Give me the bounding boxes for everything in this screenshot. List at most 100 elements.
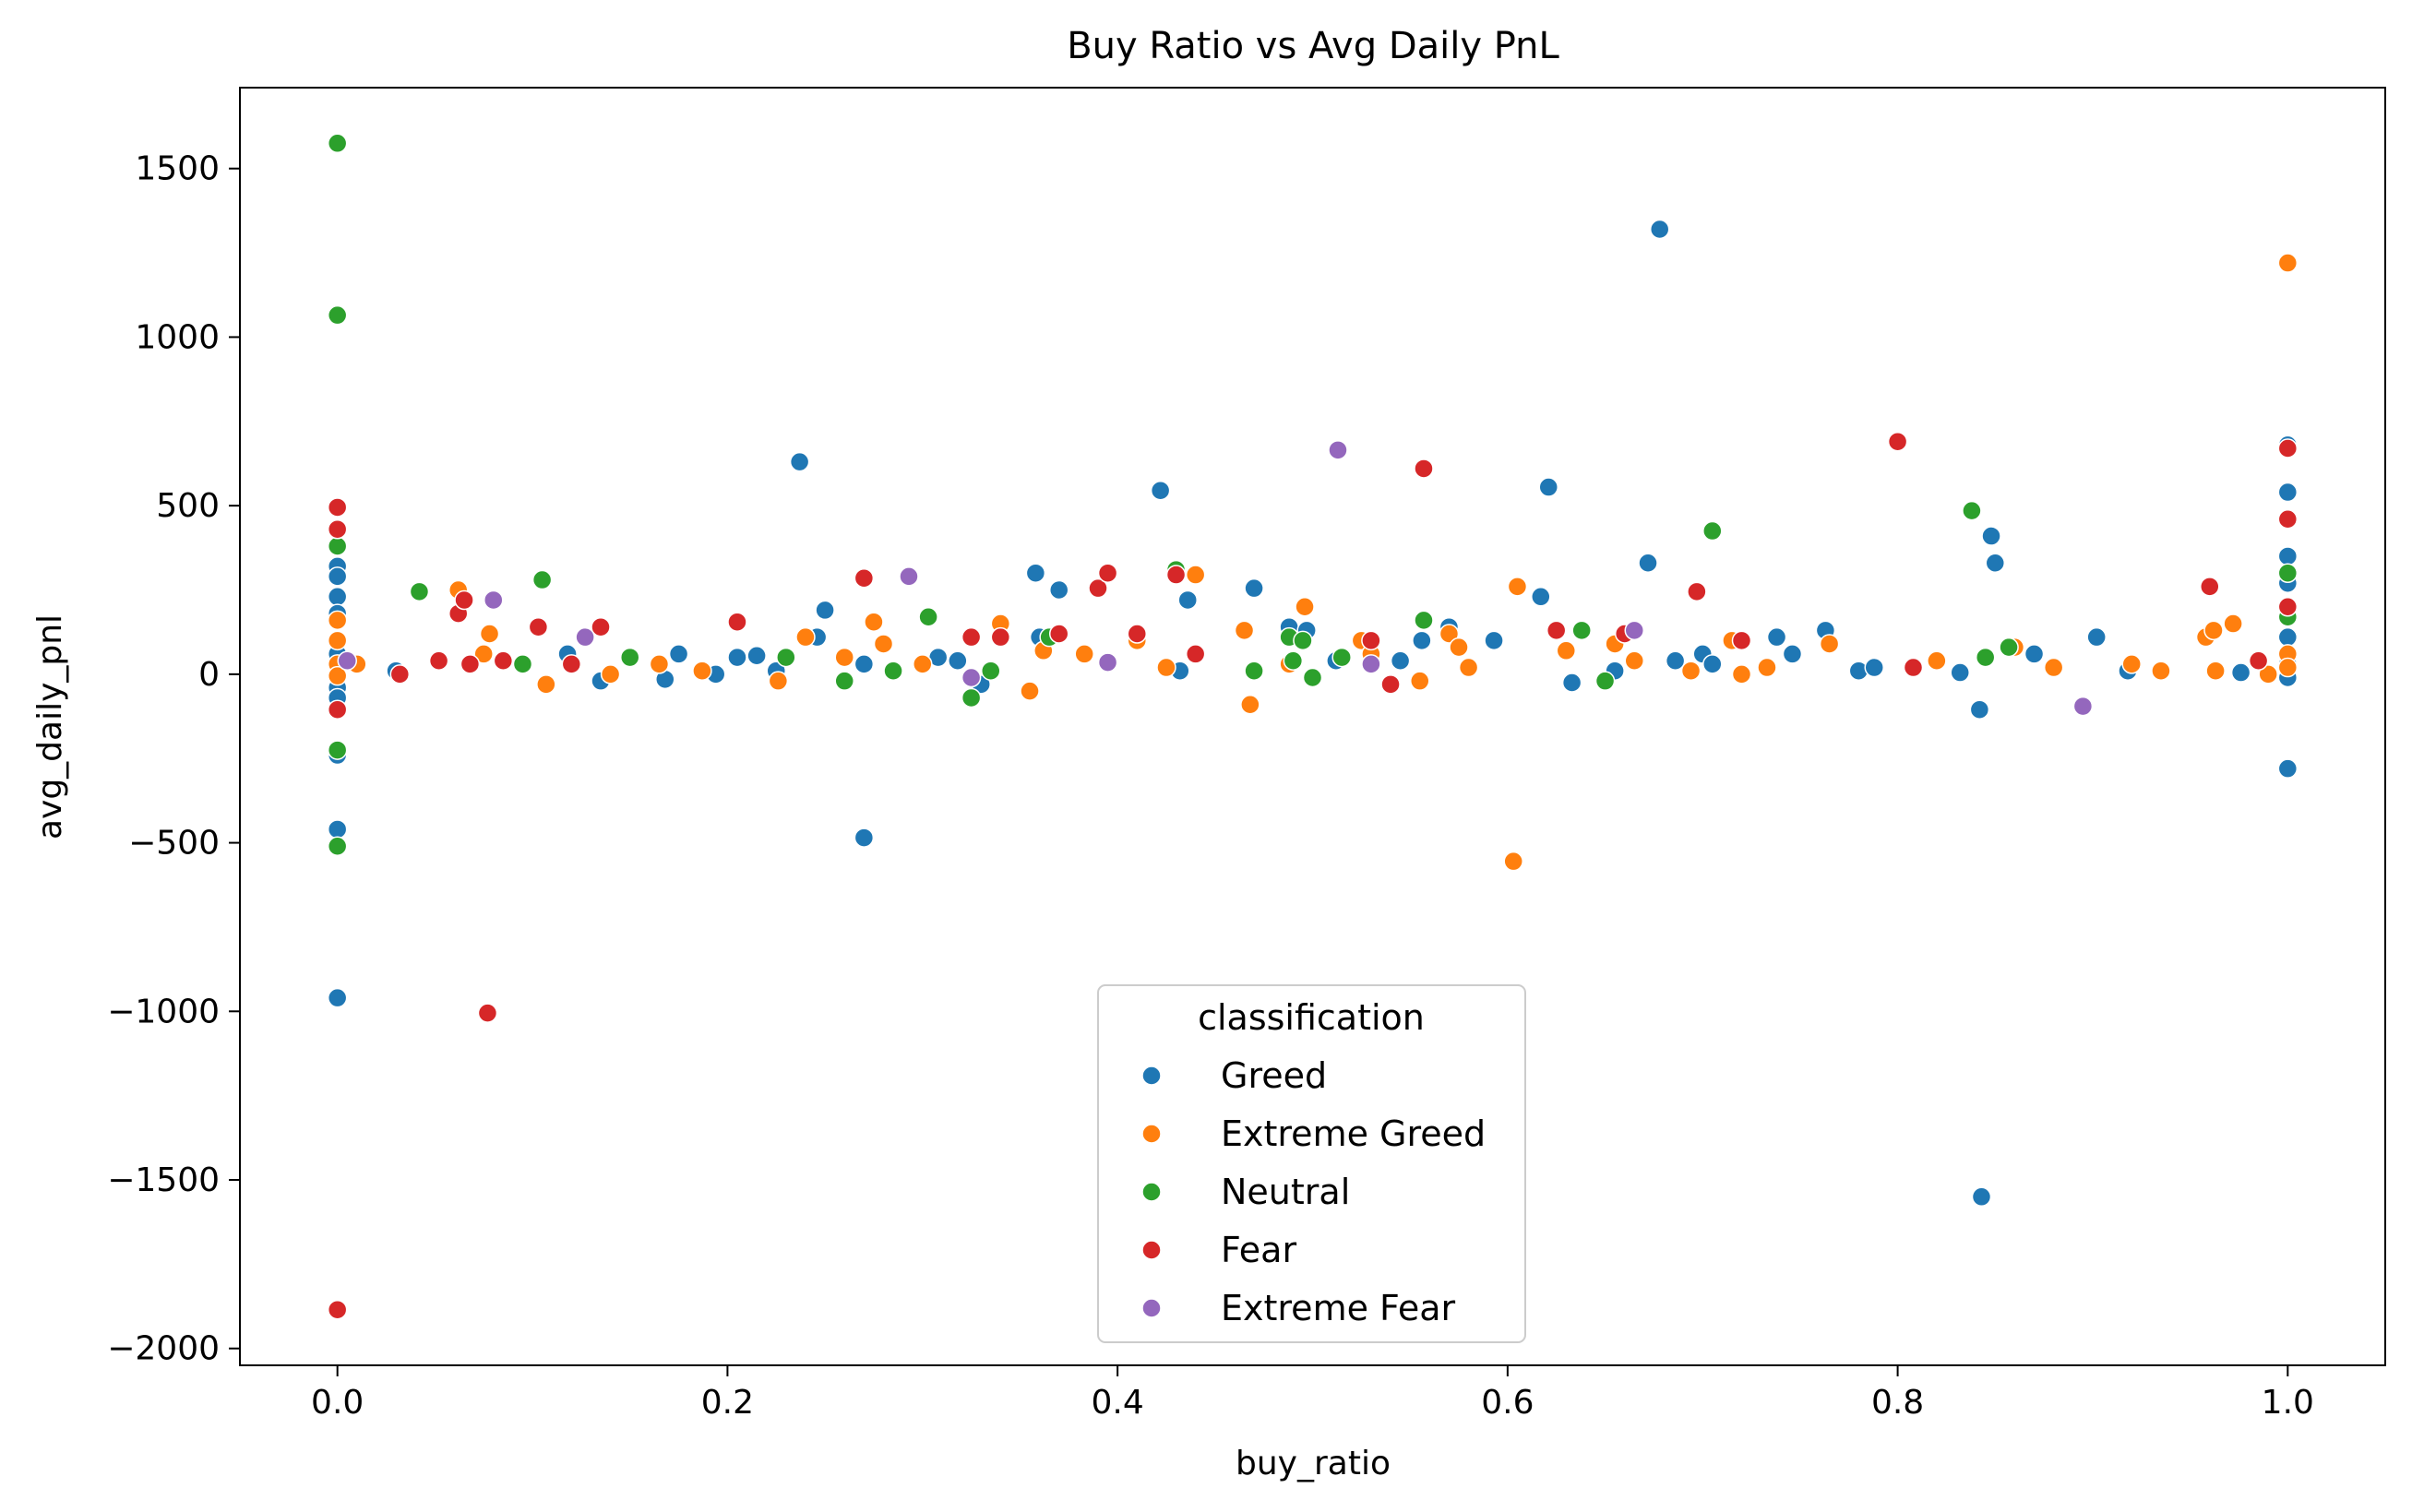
data-point (1295, 597, 1315, 617)
data-point (528, 616, 549, 637)
legend-marker (1141, 1298, 1162, 1318)
x-tick-label: 0.6 (1481, 1384, 1534, 1422)
data-point (1507, 577, 1528, 597)
data-point (1927, 650, 1947, 671)
legend-label: Greed (1221, 1055, 1327, 1096)
data-point (2258, 664, 2278, 685)
data-point (815, 600, 835, 621)
data-point (2277, 509, 2299, 530)
data-point (327, 819, 348, 839)
data-point (1025, 563, 1046, 583)
data-point (1449, 637, 1469, 658)
data-point (1244, 577, 1264, 599)
data-point (2277, 758, 2299, 779)
data-point (2277, 626, 2299, 648)
data-point (1414, 458, 1434, 479)
data-point (2043, 657, 2064, 678)
data-point (512, 654, 533, 674)
legend-label: Fear (1221, 1230, 1296, 1270)
data-point (1538, 477, 1558, 497)
data-point (484, 589, 504, 611)
data-point (327, 536, 348, 556)
data-point (1981, 526, 2001, 546)
x-tick-label: 0.4 (1092, 1384, 1144, 1422)
data-point (1097, 563, 1118, 583)
data-point (536, 674, 556, 695)
x-tick-label: 0.2 (701, 1384, 754, 1422)
data-point (1127, 624, 1148, 644)
data-point (795, 626, 816, 648)
data-point (2072, 696, 2094, 717)
data-point (2205, 661, 2226, 681)
series-neutral (327, 133, 2299, 856)
data-point (2277, 438, 2299, 458)
data-point (1503, 851, 1523, 872)
data-point (1283, 650, 1304, 671)
data-point (1766, 626, 1787, 648)
legend-frame (1097, 984, 1526, 1343)
data-point (1361, 630, 1381, 651)
data-point (1624, 620, 1644, 641)
data-point (1484, 630, 1504, 651)
data-point (918, 606, 938, 627)
y-tick-label: 0 (198, 656, 220, 694)
data-point (327, 133, 348, 154)
data-point (1702, 520, 1723, 542)
data-point (409, 581, 430, 602)
y-tick-label: −2000 (107, 1330, 220, 1368)
data-point (1985, 553, 2006, 574)
data-point (649, 654, 670, 674)
data-point (327, 1299, 348, 1320)
data-point (2277, 482, 2299, 503)
data-point (327, 740, 348, 760)
y-tick-label: −1500 (107, 1161, 220, 1199)
data-point (2277, 657, 2299, 678)
legend-label: Neutral (1221, 1172, 1350, 1212)
data-point (727, 647, 747, 668)
data-point (327, 304, 348, 326)
chart-title: Buy Ratio vs Avg Daily PnL (1067, 25, 1559, 67)
data-point (1687, 581, 1707, 602)
data-point (1020, 681, 1040, 701)
data-point (2277, 253, 2299, 273)
data-point (2151, 661, 2171, 681)
data-point (1165, 565, 1187, 585)
data-point (873, 634, 894, 654)
data-point (2024, 644, 2045, 664)
data-point (1864, 657, 1884, 678)
data-point (1561, 673, 1582, 693)
data-point (776, 647, 796, 668)
data-point (1185, 644, 1206, 664)
data-point (327, 987, 348, 1008)
legend-marker (1141, 1240, 1162, 1260)
data-point (1649, 219, 1670, 240)
data-point (2200, 577, 2220, 597)
data-point (899, 566, 919, 587)
data-point (327, 665, 348, 686)
data-point (2223, 613, 2243, 634)
data-point (1594, 671, 1616, 691)
data-point (913, 654, 933, 674)
data-point (1999, 637, 2019, 658)
data-point (2277, 546, 2299, 566)
data-point (479, 624, 500, 644)
plot-area (239, 87, 2386, 1366)
data-point (619, 647, 640, 668)
data-point (1150, 480, 1171, 501)
data-point (1328, 440, 1348, 460)
data-point (2277, 597, 2299, 617)
data-point (1177, 589, 1198, 611)
series-fear (327, 431, 2299, 1320)
data-point (473, 644, 494, 664)
legend-marker (1141, 1182, 1162, 1202)
data-point (789, 451, 810, 472)
data-point (1975, 647, 1996, 668)
data-point (591, 616, 611, 637)
data-point (327, 630, 348, 651)
data-point (727, 612, 747, 632)
data-point (1971, 1186, 1992, 1208)
data-point (1702, 654, 1723, 674)
data-point (1185, 565, 1206, 585)
data-point (2230, 662, 2251, 683)
y-tick-label: 1500 (135, 150, 220, 188)
